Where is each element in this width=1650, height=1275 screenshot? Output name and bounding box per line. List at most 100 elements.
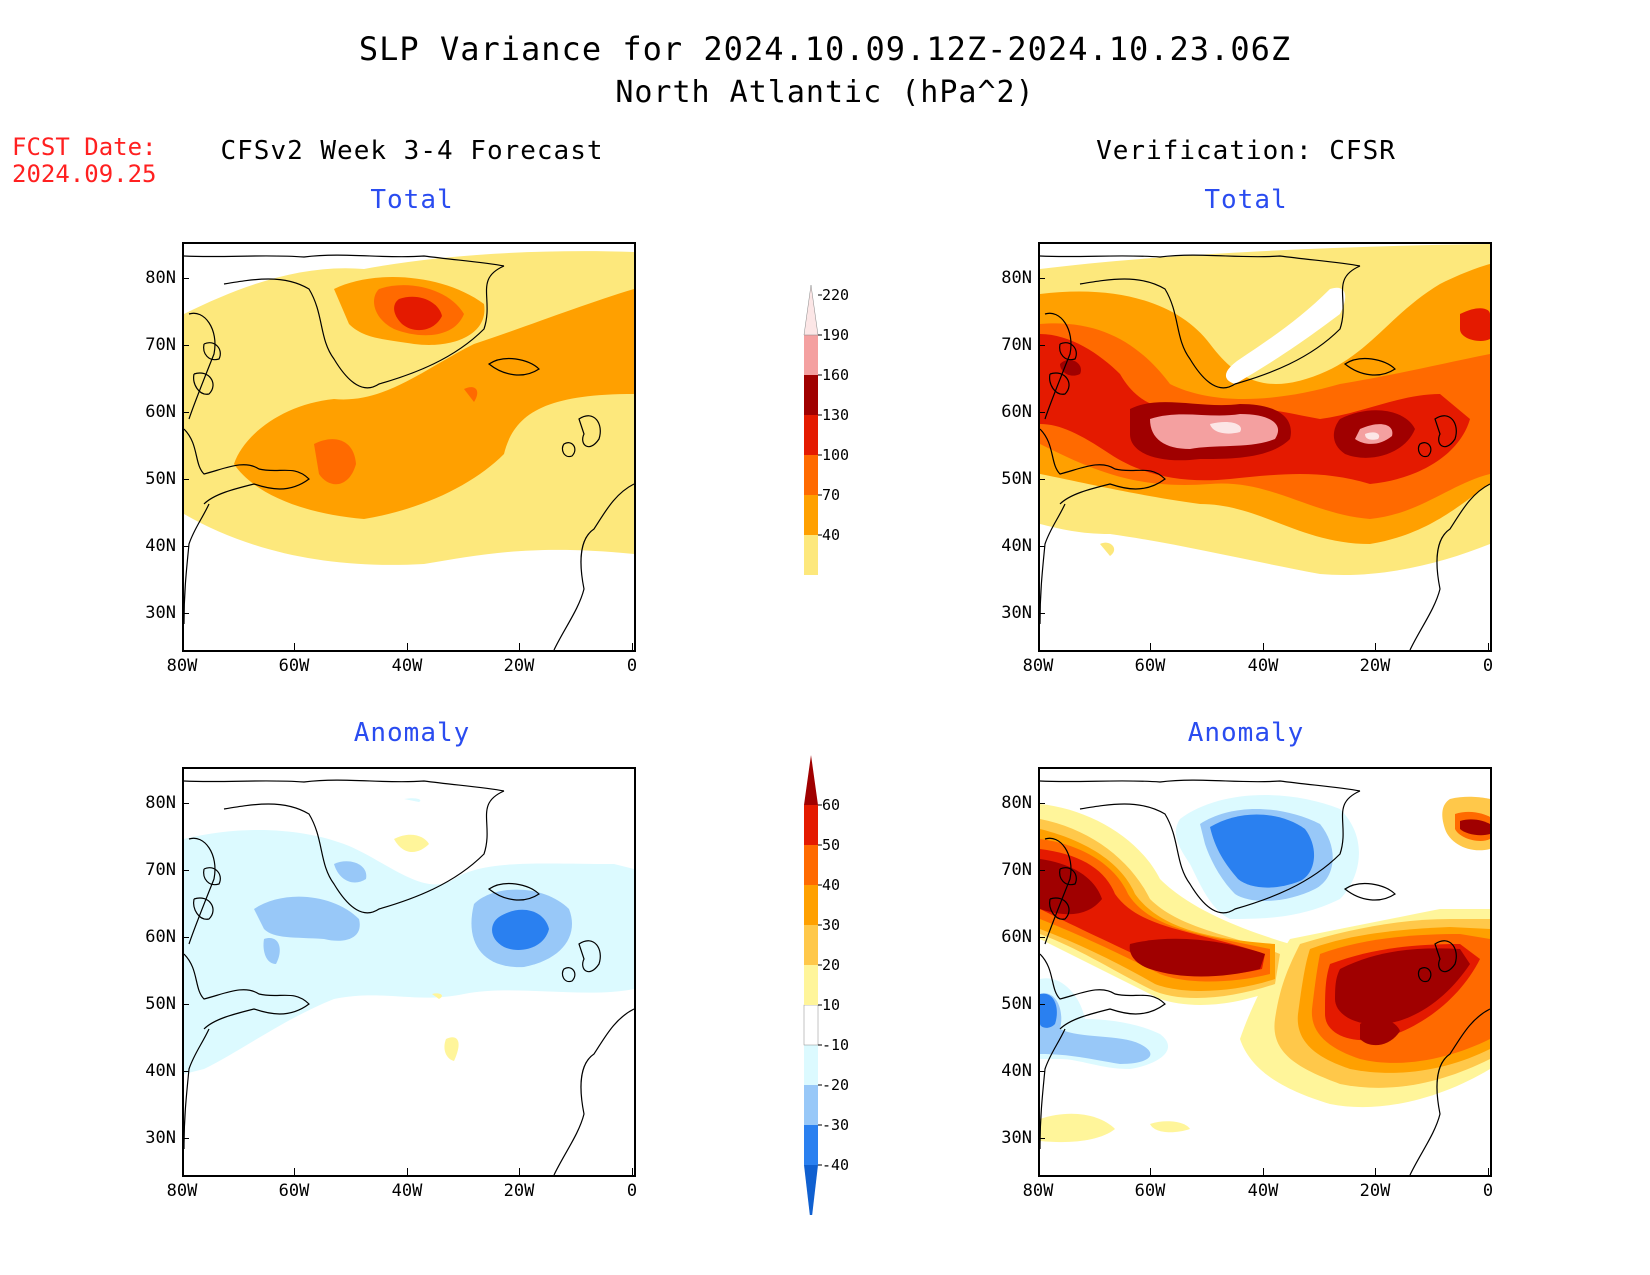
colorbar-level-label: 40 (822, 876, 841, 894)
colorbar-level-label: 30 (822, 916, 841, 934)
vf-total-lat-label: 60N (1001, 402, 1032, 422)
fcst-date-value: 2024.09.25 (12, 160, 157, 188)
colorbar-swatch (804, 415, 818, 455)
colorbar-level-label: -10 (822, 1036, 850, 1054)
vf-anom-lat-label: 50N (1001, 994, 1032, 1014)
fc-anom-lat-tick (182, 1004, 189, 1005)
total-colorbar-swatches (803, 284, 822, 575)
vf-total-lon-label: 60W (1134, 656, 1166, 676)
verification-total-field (1040, 244, 1490, 650)
fc-anom-lat-tick (182, 1138, 189, 1139)
fc-anom-lon-label: 0 (626, 1181, 638, 1201)
fc-anom-lon-label: 40W (391, 1181, 423, 1201)
fc-total-lat-tick (182, 613, 189, 614)
vf-total-lat-tick (1038, 412, 1045, 413)
colorbar-swatch (804, 535, 818, 575)
fc-total-lon-label: 60W (278, 656, 310, 676)
vf-anom-lat-tick (1038, 803, 1045, 804)
fc-anom-lon-tick (407, 1168, 408, 1175)
vf-total-lat-tick (1038, 546, 1045, 547)
fc-total-lat-label: 70N (145, 335, 176, 355)
verification-anomaly-field (1040, 779, 1490, 1175)
colorbar-swatch (803, 1004, 819, 1046)
vf-anom-lon-tick (1488, 1168, 1489, 1175)
colorbar-swatch (804, 495, 818, 535)
fc-total-lon-label: 80W (166, 656, 198, 676)
vf-total-lon-label: 80W (1022, 656, 1054, 676)
vf-anom-lat-label: 40N (1001, 1061, 1032, 1081)
vf-anom-lat-tick (1038, 1004, 1045, 1005)
vf-anom-lon-label: 0 (1482, 1181, 1494, 1201)
fc-total-lon-label: 0 (626, 656, 638, 676)
fc-anom-lat-tick (182, 870, 189, 871)
vf-total-lon-label: 20W (1359, 656, 1391, 676)
vf-total-lon-label: 0 (1482, 656, 1494, 676)
vf-anom-lon-label: 60W (1134, 1181, 1166, 1201)
forecast-total-field (184, 251, 634, 650)
colorbar-level-label: 190 (822, 326, 850, 344)
fc-anom-lat-tick (182, 1071, 189, 1072)
vf-anom-lat-tick (1038, 937, 1045, 938)
vf-total-lat-tick (1038, 479, 1045, 480)
fc-total-lat-tick (182, 479, 189, 480)
forecast-total-map (182, 242, 636, 652)
forecast-anomaly-title: Anomaly (353, 718, 471, 748)
verification-total-title: Total (1204, 185, 1288, 215)
coastlines (1040, 254, 1490, 650)
colorbar-level-label: 60 (822, 796, 841, 814)
forecast-anomaly-field (184, 779, 634, 1175)
fc-anom-lon-tick (519, 1168, 520, 1175)
colorbar-swatch (804, 965, 818, 1005)
forecast-total-title: Total (370, 185, 454, 215)
colorbar-swatch (804, 1085, 818, 1125)
fc-total-lat-tick (182, 412, 189, 413)
fc-anom-lat-label: 50N (145, 994, 176, 1014)
colorbar-level-label: 20 (822, 956, 841, 974)
colorbar-swatch (804, 925, 818, 965)
vf-total-lat-tick (1038, 613, 1045, 614)
coastlines (184, 779, 634, 1175)
colorbar-swatch (804, 845, 818, 885)
vf-anom-lon-tick (1375, 1168, 1376, 1175)
fc-total-lat-tick (182, 546, 189, 547)
vf-total-lat-label: 50N (1001, 469, 1032, 489)
fcst-date-label: FCST Date: (12, 133, 157, 161)
fc-total-lon-tick (519, 643, 520, 650)
vf-anom-lat-label: 70N (1001, 860, 1032, 880)
fc-anom-lat-label: 30N (145, 1128, 176, 1148)
fc-total-lon-tick (632, 643, 633, 650)
fc-anom-lon-tick (632, 1168, 633, 1175)
forecast-anomaly-map (182, 767, 636, 1177)
colorbar-level-label: 130 (822, 406, 850, 424)
vf-total-lon-tick (1150, 643, 1151, 650)
colorbar-swatch (804, 755, 818, 805)
fc-anom-lat-label: 80N (145, 793, 176, 813)
vf-anom-lat-tick (1038, 1071, 1045, 1072)
vf-anom-lat-tick (1038, 1138, 1045, 1139)
colorbar-level-label: 40 (822, 526, 841, 544)
verification-total-map (1038, 242, 1492, 652)
fc-total-lon-tick (294, 643, 295, 650)
fc-total-lon-tick (182, 643, 183, 650)
fc-anom-lon-tick (294, 1168, 295, 1175)
vf-anom-lat-label: 80N (1001, 793, 1032, 813)
vf-total-lat-tick (1038, 278, 1045, 279)
vf-total-lon-tick (1488, 643, 1489, 650)
vf-total-lon-tick (1375, 643, 1376, 650)
fc-total-lat-tick (182, 278, 189, 279)
fc-anom-lon-tick (182, 1168, 183, 1175)
coastlines (1040, 779, 1490, 1175)
anomaly-colorbar-swatches (803, 755, 822, 1225)
forecast-column-title: CFSv2 Week 3-4 Forecast (220, 136, 604, 166)
colorbar-swatch (804, 805, 818, 845)
colorbar-swatch (804, 455, 818, 495)
anomaly-colorbar (800, 755, 830, 1225)
coastlines (184, 254, 634, 650)
vf-anom-lon-label: 40W (1247, 1181, 1279, 1201)
colorbar-level-label: 50 (822, 836, 841, 854)
figure-title: SLP Variance for 2024.10.09.12Z-2024.10.… (358, 30, 1292, 68)
colorbar-swatch (804, 1125, 818, 1165)
vf-total-lat-label: 80N (1001, 268, 1032, 288)
fc-total-lat-label: 50N (145, 469, 176, 489)
fc-total-lat-label: 30N (145, 603, 176, 623)
